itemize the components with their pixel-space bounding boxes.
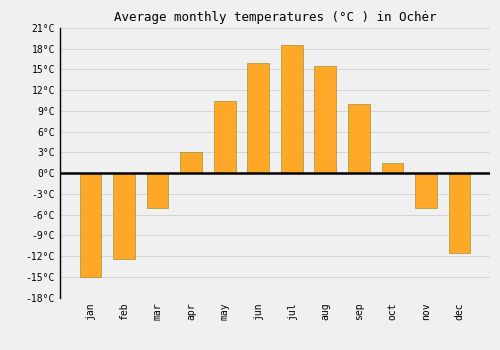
- Bar: [415, 173, 437, 208]
- Bar: [80, 173, 102, 277]
- Bar: [314, 66, 336, 173]
- Bar: [146, 173, 169, 208]
- Title: Average monthly temperatures (°C ) in Ochėr: Average monthly temperatures (°C ) in Oc…: [114, 11, 436, 24]
- Bar: [348, 104, 370, 173]
- Bar: [382, 163, 404, 173]
- Bar: [248, 63, 269, 173]
- Bar: [281, 45, 302, 173]
- Bar: [113, 173, 135, 259]
- Bar: [180, 152, 202, 173]
- Bar: [214, 100, 236, 173]
- Bar: [448, 173, 470, 253]
